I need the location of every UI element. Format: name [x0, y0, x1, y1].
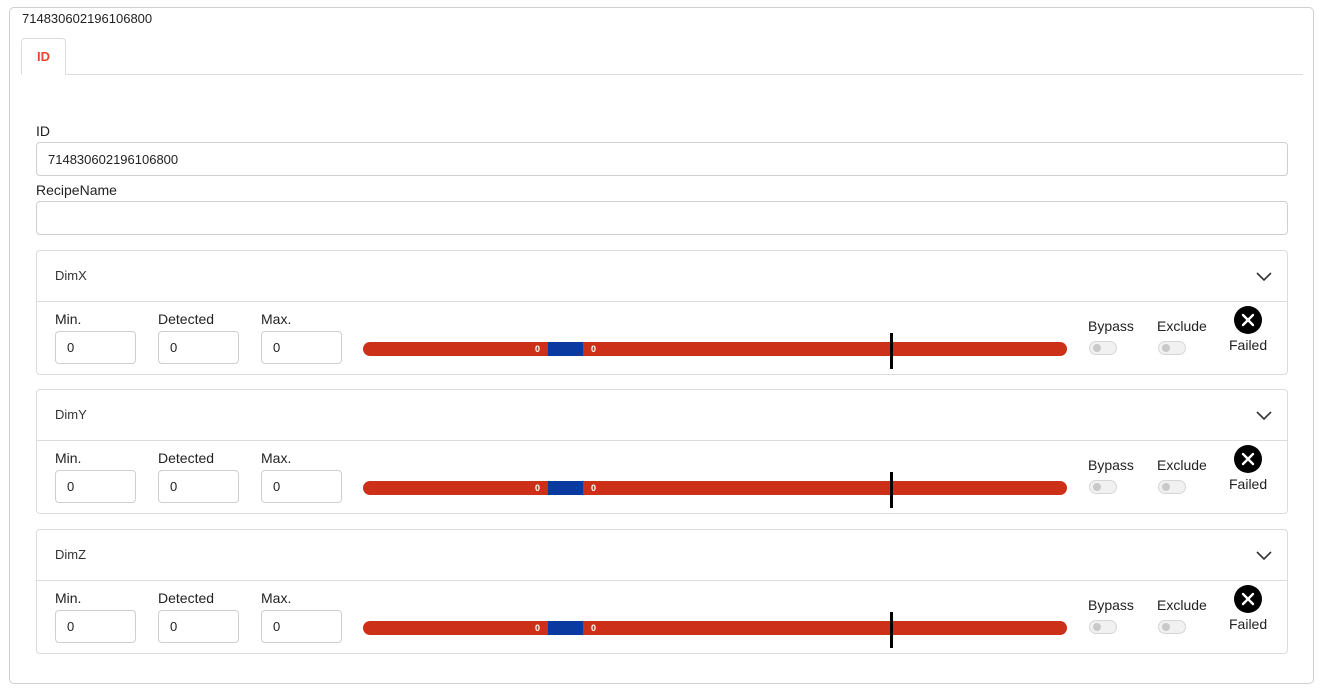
- toggle-knob: [1162, 623, 1170, 631]
- dimension-card-dimy: DimY Min. Detected Max. 0 0 Bypass Exclu…: [36, 389, 1288, 514]
- id-input[interactable]: [36, 142, 1288, 176]
- id-label: ID: [36, 123, 50, 139]
- dimension-card-dimx: DimX Min. Detected Max. 0 0 Bypass Exclu…: [36, 250, 1288, 375]
- range-slider-track[interactable]: 0 0: [363, 333, 1067, 369]
- dimension-header[interactable]: DimY: [37, 390, 1287, 441]
- chevron-down-icon[interactable]: [1255, 546, 1273, 564]
- detected-label: Detected: [158, 311, 215, 327]
- x-circle-icon: [1234, 585, 1262, 613]
- recipe-name-label: RecipeName: [36, 182, 117, 198]
- dimension-card-dimz: DimZ Min. Detected Max. 0 0 Bypass Exclu…: [36, 529, 1288, 654]
- toggle-knob: [1162, 344, 1170, 352]
- bypass-toggle[interactable]: [1089, 620, 1117, 634]
- recipe-panel: 714830602196106800 ID ID RecipeName DimX…: [9, 7, 1314, 684]
- max-label: Max.: [261, 590, 292, 606]
- status-text: Failed: [1229, 476, 1268, 492]
- min-label: Min.: [55, 450, 82, 466]
- x-circle-icon: [1234, 445, 1262, 473]
- status-text: Failed: [1229, 337, 1268, 353]
- range-low-value: 0: [535, 623, 541, 633]
- tab-id[interactable]: ID: [21, 38, 66, 75]
- detected-label: Detected: [158, 450, 215, 466]
- detected-input[interactable]: [158, 331, 239, 364]
- recipe-name-input[interactable]: [36, 201, 1288, 235]
- bypass-label: Bypass: [1088, 597, 1134, 613]
- dimension-title: DimY: [55, 407, 87, 422]
- detected-label: Detected: [158, 590, 215, 606]
- min-label: Min.: [55, 311, 82, 327]
- max-input[interactable]: [261, 610, 342, 643]
- detected-input[interactable]: [158, 470, 239, 503]
- range-in-tolerance: [548, 481, 583, 495]
- range-high-value: 0: [591, 344, 597, 354]
- toggle-knob: [1162, 483, 1170, 491]
- tab-bar: ID: [21, 38, 1303, 75]
- exclude-label: Exclude: [1157, 457, 1207, 473]
- max-label: Max.: [261, 311, 292, 327]
- detected-marker: [890, 333, 893, 369]
- range-slider-track[interactable]: 0 0: [363, 612, 1067, 648]
- min-label: Min.: [55, 590, 82, 606]
- max-label: Max.: [261, 450, 292, 466]
- exclude-toggle[interactable]: [1158, 620, 1186, 634]
- max-input[interactable]: [261, 331, 342, 364]
- exclude-toggle[interactable]: [1158, 341, 1186, 355]
- bypass-label: Bypass: [1088, 457, 1134, 473]
- bypass-label: Bypass: [1088, 318, 1134, 334]
- chevron-down-icon[interactable]: [1255, 406, 1273, 424]
- dimension-header[interactable]: DimZ: [37, 530, 1287, 581]
- toggle-knob: [1093, 344, 1101, 352]
- range-low-value: 0: [535, 344, 541, 354]
- bypass-toggle[interactable]: [1089, 341, 1117, 355]
- toggle-knob: [1093, 623, 1101, 631]
- dimension-title: DimX: [55, 268, 87, 283]
- range-low-value: 0: [535, 483, 541, 493]
- min-input[interactable]: [55, 331, 136, 364]
- min-input[interactable]: [55, 470, 136, 503]
- range-in-tolerance: [548, 621, 583, 635]
- status-text: Failed: [1229, 616, 1268, 632]
- detected-input[interactable]: [158, 610, 239, 643]
- min-input[interactable]: [55, 610, 136, 643]
- range-slider-track[interactable]: 0 0: [363, 472, 1067, 508]
- exclude-toggle[interactable]: [1158, 480, 1186, 494]
- range-in-tolerance: [548, 342, 583, 356]
- page-title: 714830602196106800: [22, 11, 153, 26]
- bypass-toggle[interactable]: [1089, 480, 1117, 494]
- dimension-title: DimZ: [55, 547, 87, 562]
- chevron-down-icon[interactable]: [1255, 267, 1273, 285]
- exclude-label: Exclude: [1157, 318, 1207, 334]
- toggle-knob: [1093, 483, 1101, 491]
- detected-marker: [890, 472, 893, 508]
- x-circle-icon: [1234, 306, 1262, 334]
- max-input[interactable]: [261, 470, 342, 503]
- exclude-label: Exclude: [1157, 597, 1207, 613]
- dimension-header[interactable]: DimX: [37, 251, 1287, 302]
- detected-marker: [890, 612, 893, 648]
- range-high-value: 0: [591, 483, 597, 493]
- range-high-value: 0: [591, 623, 597, 633]
